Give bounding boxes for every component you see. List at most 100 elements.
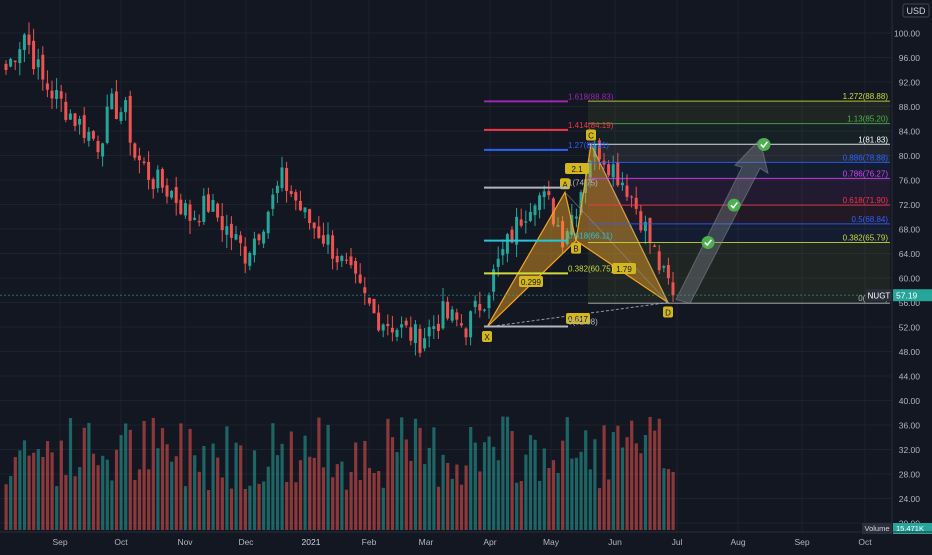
volume-bar: [206, 489, 211, 530]
volume-bar: [492, 446, 496, 530]
candle-body: [648, 217, 652, 243]
volume-bar: [423, 464, 427, 530]
candle-body: [427, 327, 431, 337]
volume-bar: [331, 477, 335, 530]
volume-bar: [607, 479, 611, 530]
candle-body: [607, 164, 611, 176]
price-badge-box: [893, 289, 932, 302]
candle-body: [298, 200, 302, 211]
candle-body: [82, 115, 86, 138]
candle-body: [303, 207, 307, 213]
time-tick-label: Sep: [794, 537, 809, 547]
volume-bar: [183, 486, 188, 530]
candle-body: [501, 249, 505, 256]
volume-bar: [505, 416, 510, 530]
volume-bar: [574, 457, 579, 530]
time-tick-label: Dec: [238, 537, 254, 547]
candle-body: [446, 301, 450, 319]
candle-body: [662, 266, 666, 268]
volume-bar: [41, 456, 45, 530]
grid: [0, 0, 892, 532]
price-axis[interactable]: 100.00 96.00 92.00 88.00 84.00 80.00 76.00 72.0…: [0, 0, 932, 534]
ratio-box: [612, 263, 636, 274]
time-tick-label: Feb: [362, 537, 377, 547]
candle-body: [216, 203, 220, 218]
candle-body: [487, 295, 491, 309]
candle-body: [482, 309, 486, 311]
candle-body: [105, 106, 109, 143]
volume-bar: [36, 449, 40, 530]
volume-bar: [395, 452, 399, 530]
currency-badge-box: [902, 3, 930, 18]
volume-bars: [4, 416, 675, 530]
candle-body: [114, 91, 118, 119]
candle-body: [643, 221, 647, 232]
time-tick-label: Apr: [483, 537, 496, 547]
price-tick-label: 36.00: [899, 421, 921, 431]
volume-bar: [188, 428, 192, 530]
symbol-badge-box: [866, 289, 892, 302]
candle-body: [73, 113, 77, 127]
candle-body: [197, 220, 201, 223]
candle-body: [156, 169, 160, 189]
volume-bar: [73, 476, 77, 530]
candle-body: [515, 216, 519, 245]
volume-bar: [354, 442, 358, 530]
candle-body: [657, 251, 661, 271]
volume-bar: [202, 446, 206, 530]
volume-bar: [588, 469, 592, 530]
volume-bar: [197, 471, 201, 530]
candle-body: [13, 60, 17, 62]
candle-body: [206, 194, 210, 212]
candle-body: [464, 328, 468, 338]
volume-bar: [639, 453, 643, 530]
volume-bar: [211, 443, 215, 530]
candle-body: [588, 161, 592, 178]
volume-bar: [252, 450, 257, 530]
fib-right-label: 1.13(85.20): [847, 115, 888, 124]
candle-body: [160, 169, 164, 188]
fib-zone: [588, 223, 890, 243]
target-projection: [675, 137, 771, 305]
volume-bar: [538, 481, 542, 530]
candle-body: [395, 329, 399, 337]
fib-left-label: 0(52.08): [568, 318, 598, 327]
candle-body: [666, 265, 670, 279]
fib-left-label: 0.618(66.11): [568, 232, 613, 241]
candle-body: [381, 324, 385, 331]
price-tick-label: 88.00: [899, 102, 921, 112]
candle-body: [432, 326, 436, 329]
volume-bar: [473, 442, 477, 530]
price-tick-label: 64.00: [899, 249, 921, 259]
fib-left-label: 0.382(60.75): [568, 264, 614, 273]
candle-body: [262, 231, 266, 244]
fib-left-label: 1.618(88.83): [568, 92, 614, 101]
candle-body: [193, 217, 197, 220]
volume-bar: [170, 461, 174, 530]
candle-body: [41, 54, 45, 80]
pattern-point-box: [571, 242, 581, 254]
volume-bar: [565, 417, 569, 530]
candle-body: [459, 323, 463, 326]
candle-body: [611, 164, 615, 178]
target-arrow: [675, 138, 769, 305]
fib-right-label: 0.786(76.27): [843, 169, 889, 178]
candles: [4, 22, 675, 358]
time-tick-label: Aug: [730, 537, 745, 547]
candle-body: [616, 162, 620, 186]
candle-body: [390, 327, 394, 333]
volume-bar: [294, 482, 298, 530]
candle-body: [400, 324, 404, 328]
volume-bar: [390, 437, 395, 530]
volume-bar: [234, 442, 238, 530]
time-axis[interactable]: Sep Oct Nov Dec 2021 Feb Mar Apr May Jun Jul Aug Sep…: [0, 531, 932, 547]
fib-left-label: 1(74.75): [568, 179, 598, 188]
candle-body: [280, 167, 284, 189]
volume-bar: [55, 486, 59, 530]
ratio-box: [519, 276, 543, 287]
volume-bar: [579, 451, 583, 530]
candle-body: [202, 195, 206, 223]
price-tick-label: 52.00: [899, 323, 921, 333]
